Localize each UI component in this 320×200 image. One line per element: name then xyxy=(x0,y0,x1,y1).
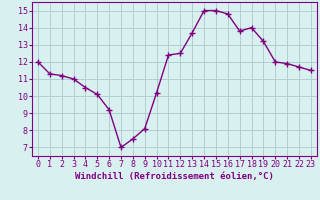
X-axis label: Windchill (Refroidissement éolien,°C): Windchill (Refroidissement éolien,°C) xyxy=(75,172,274,181)
